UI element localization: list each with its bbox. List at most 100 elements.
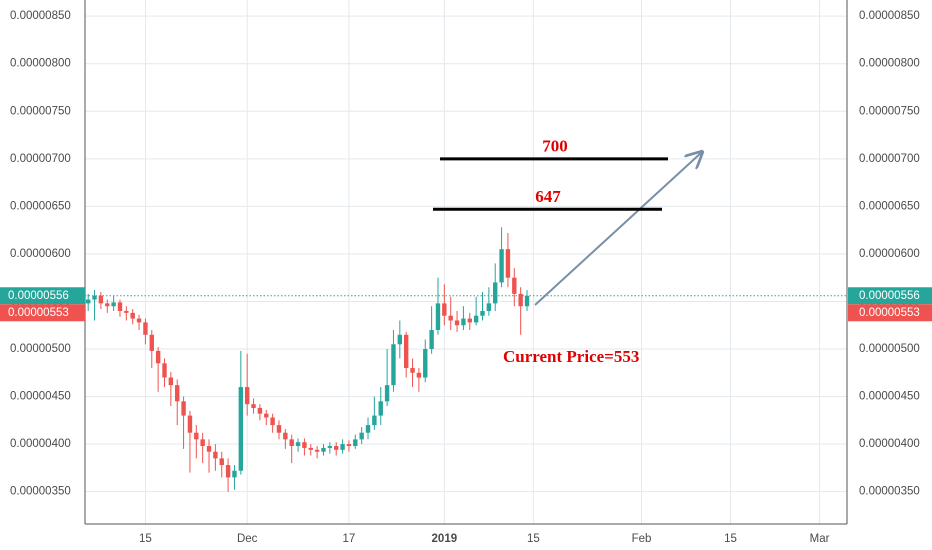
candle-body <box>359 432 364 440</box>
candle-body <box>353 439 358 447</box>
candle-body <box>181 401 186 416</box>
candle-body <box>524 295 530 307</box>
candle-body <box>505 249 511 278</box>
y-tick-label-right: 0.00000400 <box>859 438 920 450</box>
candle-body <box>136 318 142 323</box>
y-tick-label-right: 0.00000600 <box>859 248 920 260</box>
candle-body <box>467 318 472 323</box>
candle-body <box>225 465 231 478</box>
candle-body <box>302 442 307 448</box>
y-tick-label-right: 0.00000700 <box>859 153 920 165</box>
candle-body <box>486 303 492 311</box>
candle-body <box>461 318 466 326</box>
candle-body <box>162 363 167 378</box>
candle-body <box>454 320 460 326</box>
forecast-arrow <box>534 152 702 306</box>
candle-body <box>264 413 269 418</box>
candle-body <box>168 377 174 386</box>
candle-body <box>480 310 485 316</box>
price-box <box>0 304 85 322</box>
price-label: 0.00000556 <box>8 290 69 302</box>
candle-body <box>289 439 294 447</box>
candle-body <box>251 404 256 408</box>
level-label: 700 <box>542 137 568 156</box>
x-tick-label: 2019 <box>432 533 458 545</box>
price-box <box>0 287 85 305</box>
x-tick-label: 15 <box>724 533 737 545</box>
candle-body <box>384 385 390 402</box>
candle-body <box>143 322 148 335</box>
price-box-right <box>848 287 932 305</box>
x-tick-label: Dec <box>237 533 258 545</box>
y-tick-label-right: 0.00000800 <box>859 58 920 70</box>
candle-body <box>155 350 161 364</box>
candle-body <box>213 451 218 459</box>
y-tick-label-right: 0.00000650 <box>859 200 920 212</box>
level-label: 647 <box>535 187 561 206</box>
candle-body <box>493 282 498 304</box>
candle-body <box>130 312 135 319</box>
y-tick-label-right: 0.00000850 <box>859 10 920 22</box>
candle-body <box>295 442 301 447</box>
x-tick-label: 15 <box>139 533 152 545</box>
candle-body <box>85 299 91 304</box>
candle-body <box>244 387 250 405</box>
y-tick-label-right: 0.00000350 <box>859 486 920 498</box>
candle-body <box>448 315 453 321</box>
candle-body <box>499 249 504 283</box>
y-tick-label: 0.00000750 <box>10 105 71 117</box>
y-tick-label: 0.00000500 <box>10 343 71 355</box>
candle-body <box>111 302 116 307</box>
price-label-right: 0.00000553 <box>859 307 920 319</box>
y-tick-label-right: 0.00000450 <box>859 391 920 403</box>
x-tick-label: Mar <box>810 533 830 545</box>
candle-body <box>175 385 180 402</box>
candle-body <box>219 458 224 466</box>
candle-body <box>149 334 154 351</box>
candle-body <box>429 329 434 350</box>
candle-body <box>365 425 371 433</box>
y-tick-label: 0.00000600 <box>10 248 71 260</box>
candle-body <box>321 447 326 452</box>
candle-body <box>473 315 479 323</box>
candle-body <box>276 425 282 433</box>
candle-body <box>512 277 517 294</box>
price-label-right: 0.00000556 <box>859 290 920 302</box>
candle-body <box>423 349 428 378</box>
candle-body <box>416 372 422 378</box>
candle-body <box>435 303 441 330</box>
candle-body <box>518 293 523 307</box>
y-tick-label: 0.00000800 <box>10 58 71 70</box>
candle-body <box>117 302 123 311</box>
candle-body <box>378 401 383 416</box>
candle-body <box>206 446 212 452</box>
candle-body <box>308 447 313 450</box>
candle-body <box>200 439 205 447</box>
y-tick-label: 0.00000450 <box>10 391 71 403</box>
price-label: 0.00000553 <box>8 307 69 319</box>
y-tick-label: 0.00000350 <box>10 486 71 498</box>
candle-body <box>124 310 129 313</box>
y-tick-label: 0.00000700 <box>10 153 71 165</box>
candle-body <box>270 417 275 426</box>
candle-body <box>314 449 320 452</box>
candle-body <box>372 415 377 426</box>
candle-body <box>391 344 396 386</box>
candle-body <box>442 303 447 316</box>
x-tick-label: Feb <box>632 533 652 545</box>
y-tick-label: 0.00000850 <box>10 10 71 22</box>
candle-body <box>98 295 104 304</box>
candle-body <box>403 334 409 369</box>
y-tick-label-right: 0.00000750 <box>859 105 920 117</box>
y-tick-label: 0.00000400 <box>10 438 71 450</box>
candle-body <box>346 444 352 447</box>
candle-body <box>327 446 333 448</box>
candle-body <box>105 303 110 307</box>
candle-body <box>397 334 403 345</box>
candle-body <box>232 470 237 478</box>
candle-body <box>334 446 339 450</box>
current-price-note: Current Price=553 <box>503 347 639 366</box>
x-tick-label: 15 <box>527 533 540 545</box>
